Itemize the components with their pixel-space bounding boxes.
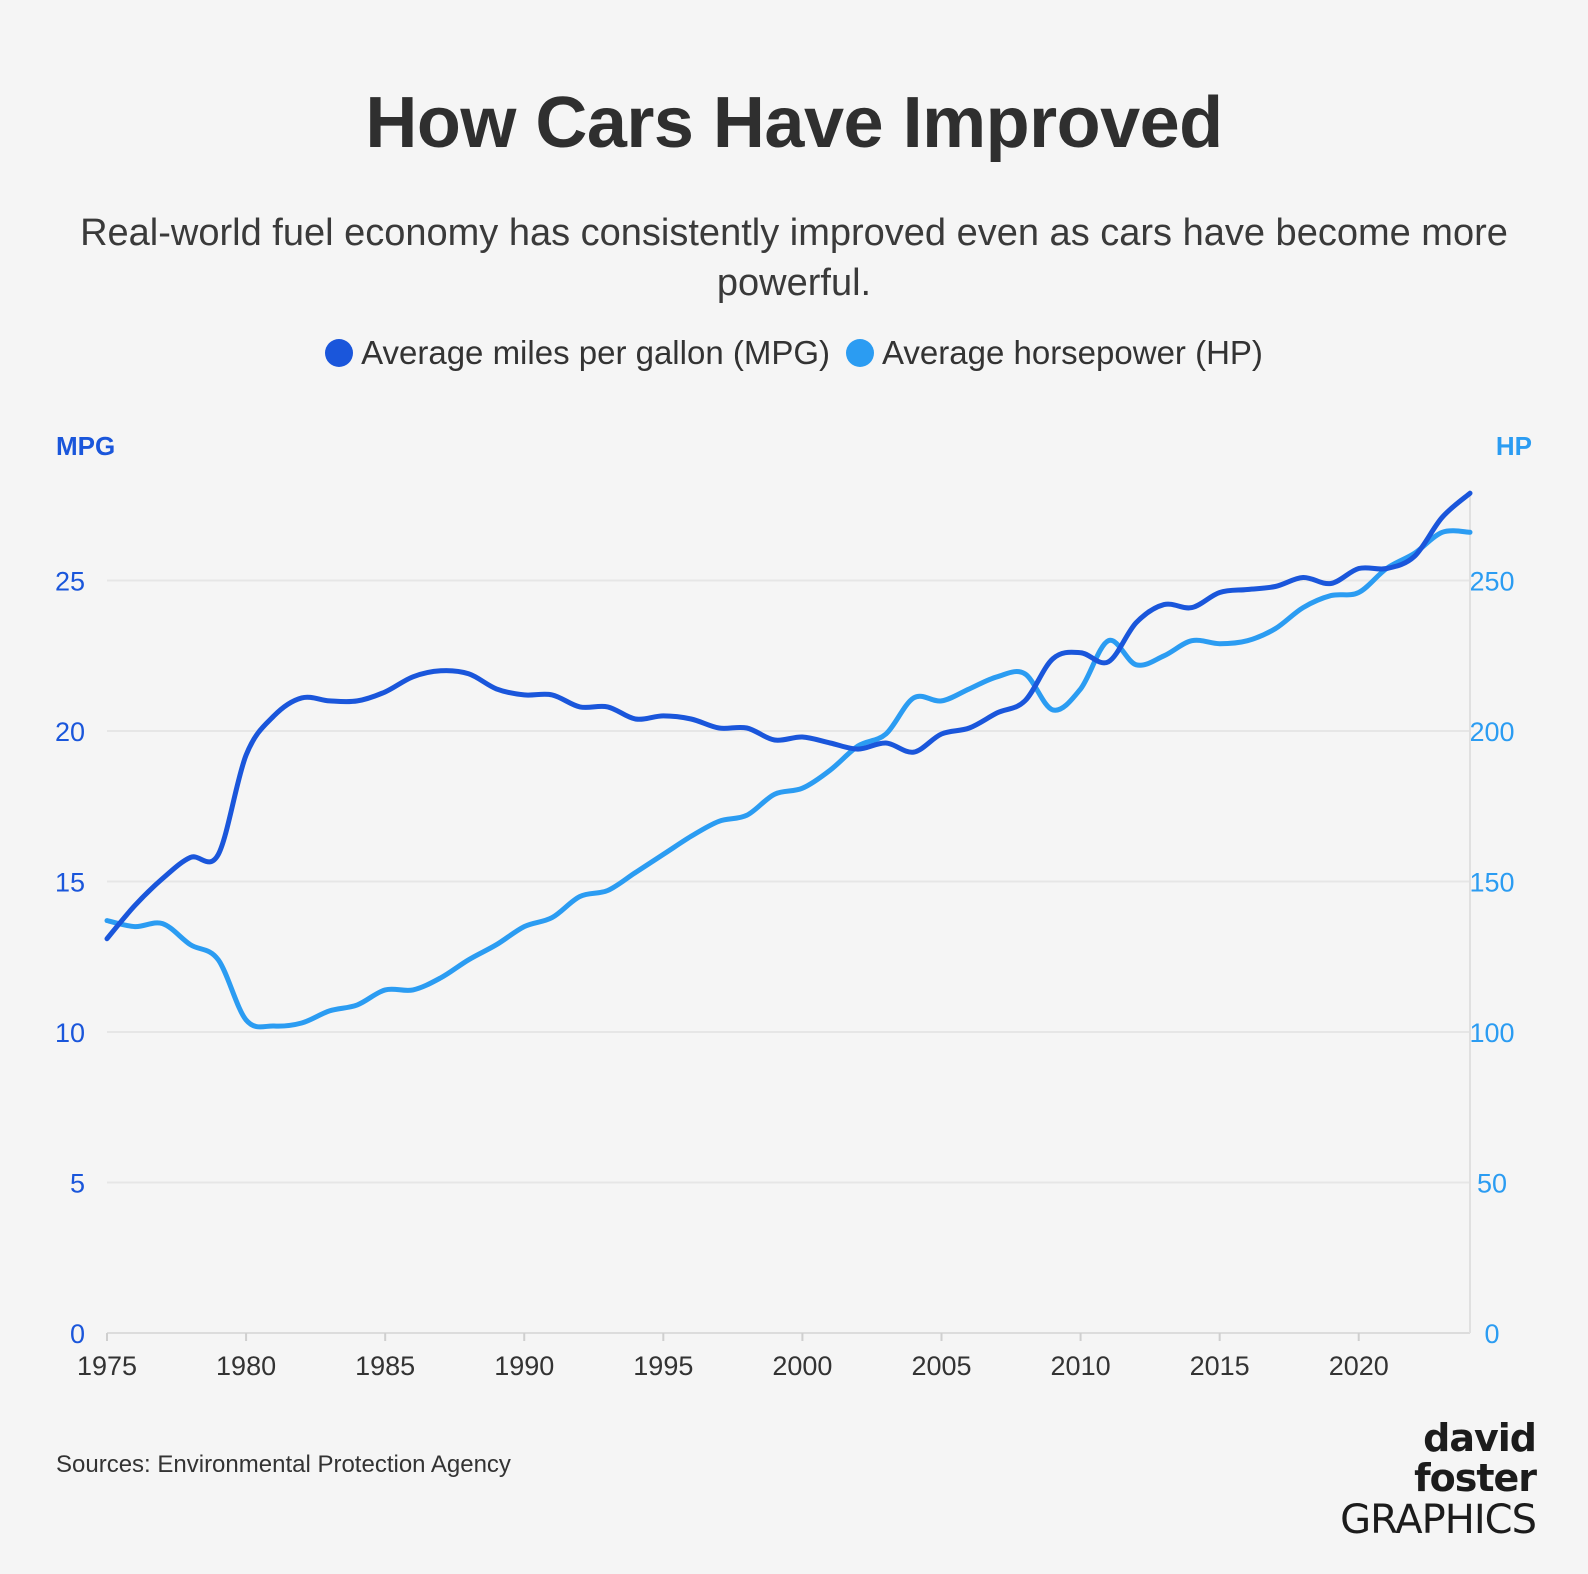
- chart-subtitle: Real-world fuel economy has consistently…: [80, 212, 1508, 304]
- legend-label-hp: Average horsepower (HP): [882, 334, 1263, 371]
- right-tick-label: 0: [1484, 1319, 1499, 1349]
- x-tick-label: 2000: [772, 1351, 832, 1381]
- x-tick-label: 2015: [1190, 1351, 1250, 1381]
- right-tick-label: 250: [1469, 567, 1514, 597]
- x-tick-label: 2020: [1329, 1351, 1389, 1381]
- left-tick-label: 10: [55, 1018, 85, 1048]
- series-line-mpg: [104, 490, 1473, 942]
- x-tick-label: 1985: [355, 1351, 415, 1381]
- right-tick-label: 200: [1469, 717, 1514, 747]
- legend-dot-hp: [846, 339, 874, 367]
- logo-line-2: GRAPHICS: [1340, 1497, 1537, 1543]
- brand-logo: david foster GRAPHICS: [1296, 1416, 1537, 1543]
- x-tick-label: 2010: [1051, 1351, 1111, 1381]
- source-note: Sources: Environmental Protection Agency: [56, 1451, 511, 1478]
- x-tick-label: 1980: [216, 1351, 276, 1381]
- legend-item-hp: Average horsepower (HP): [846, 334, 1263, 372]
- legend-label-mpg: Average miles per gallon (MPG): [361, 334, 830, 371]
- x-tick-label: 2005: [911, 1351, 971, 1381]
- legend-item-mpg: Average miles per gallon (MPG): [325, 334, 830, 372]
- x-tick-label: 1990: [494, 1351, 554, 1381]
- series-line-hp: [104, 528, 1473, 1030]
- logo-line-1: david foster: [1414, 1416, 1537, 1500]
- chart-title: How Cars Have Improved: [365, 83, 1223, 163]
- chart-legend: Average miles per gallon (MPG) Average h…: [0, 334, 1588, 372]
- left-axis-title: MPG: [56, 431, 115, 461]
- left-tick-label: 0: [70, 1319, 85, 1349]
- left-tick-label: 20: [55, 717, 85, 747]
- right-axis-title: HP: [1496, 431, 1532, 461]
- legend-dot-mpg: [325, 339, 354, 367]
- left-tick-label: 15: [55, 868, 85, 898]
- x-tick-label: 1975: [77, 1351, 137, 1381]
- right-tick-label: 50: [1477, 1169, 1507, 1199]
- right-tick-label: 100: [1469, 1018, 1514, 1048]
- x-tick-label: 1995: [633, 1351, 693, 1381]
- left-tick-label: 25: [55, 567, 85, 597]
- right-tick-label: 150: [1469, 868, 1514, 898]
- left-tick-label: 5: [70, 1169, 85, 1199]
